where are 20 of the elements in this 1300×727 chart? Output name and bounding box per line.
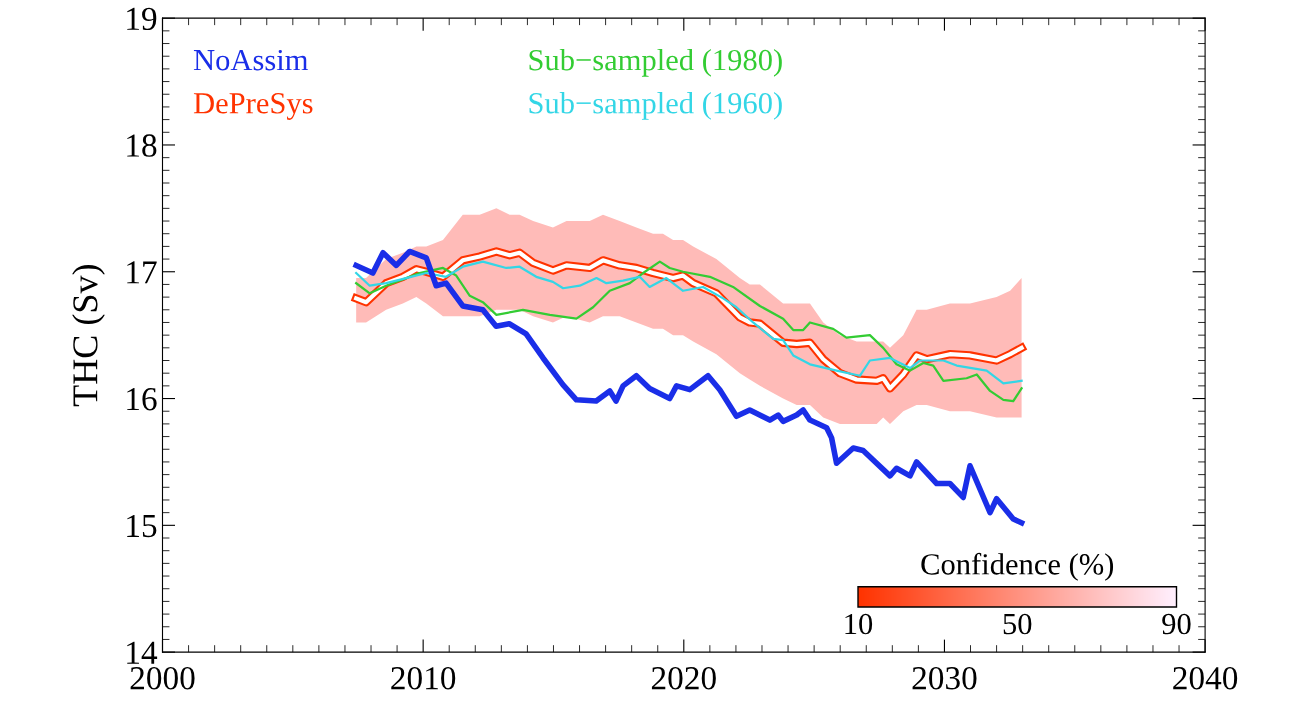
y-axis-title: THC (Sv) bbox=[72, 265, 105, 407]
x-tick-label: 2000 bbox=[130, 666, 195, 690]
text: DePreSys bbox=[193, 93, 313, 120]
y-tick-label: 19 bbox=[127, 7, 157, 31]
text: NoAssim bbox=[193, 49, 309, 71]
y-tick-label: 18 bbox=[127, 134, 157, 157]
x-tick-label: 2040 bbox=[1173, 666, 1238, 690]
annotation: 50 bbox=[1003, 613, 1032, 635]
x-tick-label: 2020 bbox=[651, 666, 716, 690]
annotation: Confidence (%) bbox=[921, 552, 1114, 581]
y-tick-label: 15 bbox=[127, 514, 157, 538]
text: Sub−sampled (1960) bbox=[529, 92, 782, 120]
y-tick-label: 14 bbox=[127, 641, 158, 664]
annotation: 10 bbox=[845, 613, 873, 635]
y-tick-label: 17 bbox=[127, 261, 157, 284]
x-tick-label: 2010 bbox=[391, 666, 456, 690]
text: Sub−sampled (1980) bbox=[529, 48, 782, 77]
x-tick-label: 2030 bbox=[912, 666, 977, 690]
annotation: 90 bbox=[1162, 613, 1191, 635]
y-tick-label: 16 bbox=[127, 388, 157, 411]
